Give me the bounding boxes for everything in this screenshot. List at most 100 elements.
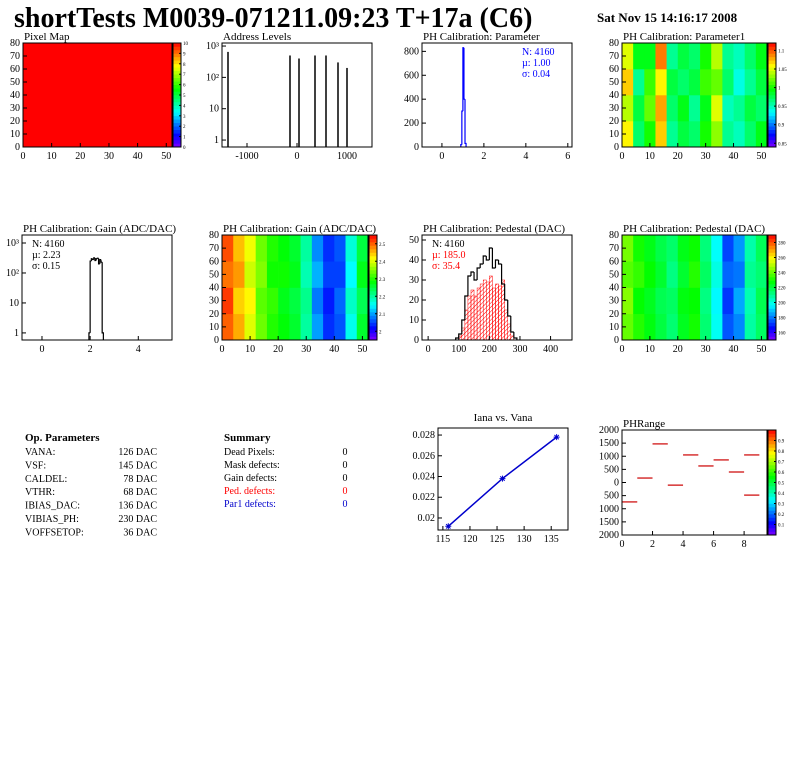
stats-text: µ: 185.0	[432, 250, 466, 261]
heatmap-cell	[655, 43, 667, 70]
colorbar-step	[768, 472, 776, 476]
stats-text: N: 4160	[432, 239, 465, 250]
colorbar-step	[173, 43, 181, 47]
heatmap-cell	[666, 313, 679, 341]
histogram-step	[462, 47, 464, 112]
heatmap-cell	[688, 43, 701, 70]
heatmap-cell	[345, 287, 358, 315]
heatmap-cell	[744, 95, 757, 122]
colorbar-step	[173, 136, 181, 141]
histogram-step	[100, 259, 103, 263]
heatmap-cell	[334, 261, 346, 288]
y-tick-label: 10²	[6, 268, 19, 279]
histogram-step	[500, 264, 505, 285]
colorbar-step	[768, 433, 776, 438]
colorbar-step	[768, 140, 776, 144]
colorbar-label: 6	[183, 84, 186, 89]
x-tick-label: 20	[673, 151, 683, 162]
y-tick-label: 0	[614, 335, 619, 346]
histogram-bin	[492, 287, 496, 341]
y-tick-label: 70	[609, 243, 619, 254]
y-tick-label: 60	[10, 64, 20, 75]
heatmap-cell	[733, 69, 745, 96]
y-tick-label: 0	[15, 142, 20, 153]
summary-value: 0	[343, 499, 348, 510]
histogram-step	[93, 257, 95, 260]
x-tick-label: 2	[650, 539, 655, 550]
colorbar-step	[768, 60, 776, 65]
heatmap-cell	[744, 261, 757, 288]
y-tick-label: 600	[404, 70, 419, 81]
colorbar-step	[173, 84, 181, 89]
y-tick-label: 70	[609, 51, 619, 62]
summary-value: 0	[343, 486, 348, 497]
histogram-bin	[486, 281, 490, 341]
colorbar-step	[768, 451, 776, 455]
heatmap-cell	[300, 287, 313, 315]
y-tick-label: 1500	[599, 517, 619, 528]
op-parameter-value: 36 DAC	[123, 527, 157, 538]
heatmap-cell	[655, 313, 667, 341]
histogram-bin	[479, 283, 484, 341]
colorbar-step	[369, 329, 377, 334]
y-tick-label: 20	[609, 116, 619, 127]
y-tick-label: 0	[414, 142, 419, 153]
colorbar-step	[173, 81, 181, 85]
colorbar-label: 1	[778, 87, 781, 92]
y-tick-label: 0.024	[413, 472, 436, 483]
heatmap-cell	[655, 95, 667, 122]
x-tick-label: 40	[729, 344, 739, 355]
colorbar-label: 9	[183, 52, 186, 57]
y-tick-label: 0.022	[413, 492, 436, 503]
heatmap-cell	[622, 121, 634, 148]
panel-title: Address Levels	[223, 31, 291, 43]
heatmap-cell	[289, 261, 301, 288]
heatmap-cell	[289, 235, 301, 262]
heatmap-cell	[711, 121, 723, 148]
colorbar-step	[768, 112, 776, 117]
heatmap-cell	[222, 287, 234, 315]
heatmap-cell	[289, 287, 301, 315]
heatmap-cell	[633, 287, 645, 315]
colorbar-label: 0.9	[778, 124, 785, 129]
colorbar-step	[768, 514, 776, 518]
op-parameter-value: 145 DAC	[118, 460, 157, 471]
heatmap-cell	[733, 261, 745, 288]
heatmap-cell	[711, 313, 723, 341]
histogram-step	[479, 263, 484, 268]
heatmap-cell	[700, 313, 712, 341]
x-tick-label: 135	[544, 534, 559, 545]
y-tick-label: 40	[209, 283, 219, 294]
y-tick-label: 10	[10, 129, 20, 140]
op-parameter-label: VSF:	[25, 460, 46, 471]
colorbar-step	[173, 129, 181, 134]
colorbar-step	[768, 440, 776, 445]
colorbar-step	[369, 270, 377, 274]
histogram-step	[94, 257, 97, 262]
histogram-step	[513, 332, 518, 340]
colorbar-step	[768, 305, 776, 309]
histogram-bin	[470, 289, 475, 341]
heatmap-cell	[644, 313, 656, 341]
histogram-bin	[467, 295, 472, 341]
y-tick-label: 30	[209, 296, 219, 307]
panel-title: PH Calibration: Parameter	[423, 31, 540, 43]
x-tick-label: 115	[436, 534, 451, 545]
colorbar-step	[173, 77, 181, 82]
colorbar-step	[768, 46, 776, 51]
y-tick-label: 800	[404, 46, 419, 57]
colorbar-step	[768, 242, 776, 246]
colorbar-step	[768, 88, 776, 92]
histogram-step	[504, 284, 508, 301]
heatmap-cell	[323, 287, 335, 315]
colorbar-step	[369, 301, 377, 306]
x-tick-label: 50	[756, 344, 766, 355]
x-tick-label: 0	[39, 344, 44, 355]
op-parameter-label: CALDEL:	[25, 474, 67, 485]
colorbar-step	[369, 305, 377, 309]
x-tick-label: 40	[329, 344, 339, 355]
colorbar-step	[768, 53, 776, 58]
heatmap-cell	[666, 95, 679, 122]
colorbar-step	[369, 245, 377, 250]
heatmap-cell	[655, 121, 667, 148]
